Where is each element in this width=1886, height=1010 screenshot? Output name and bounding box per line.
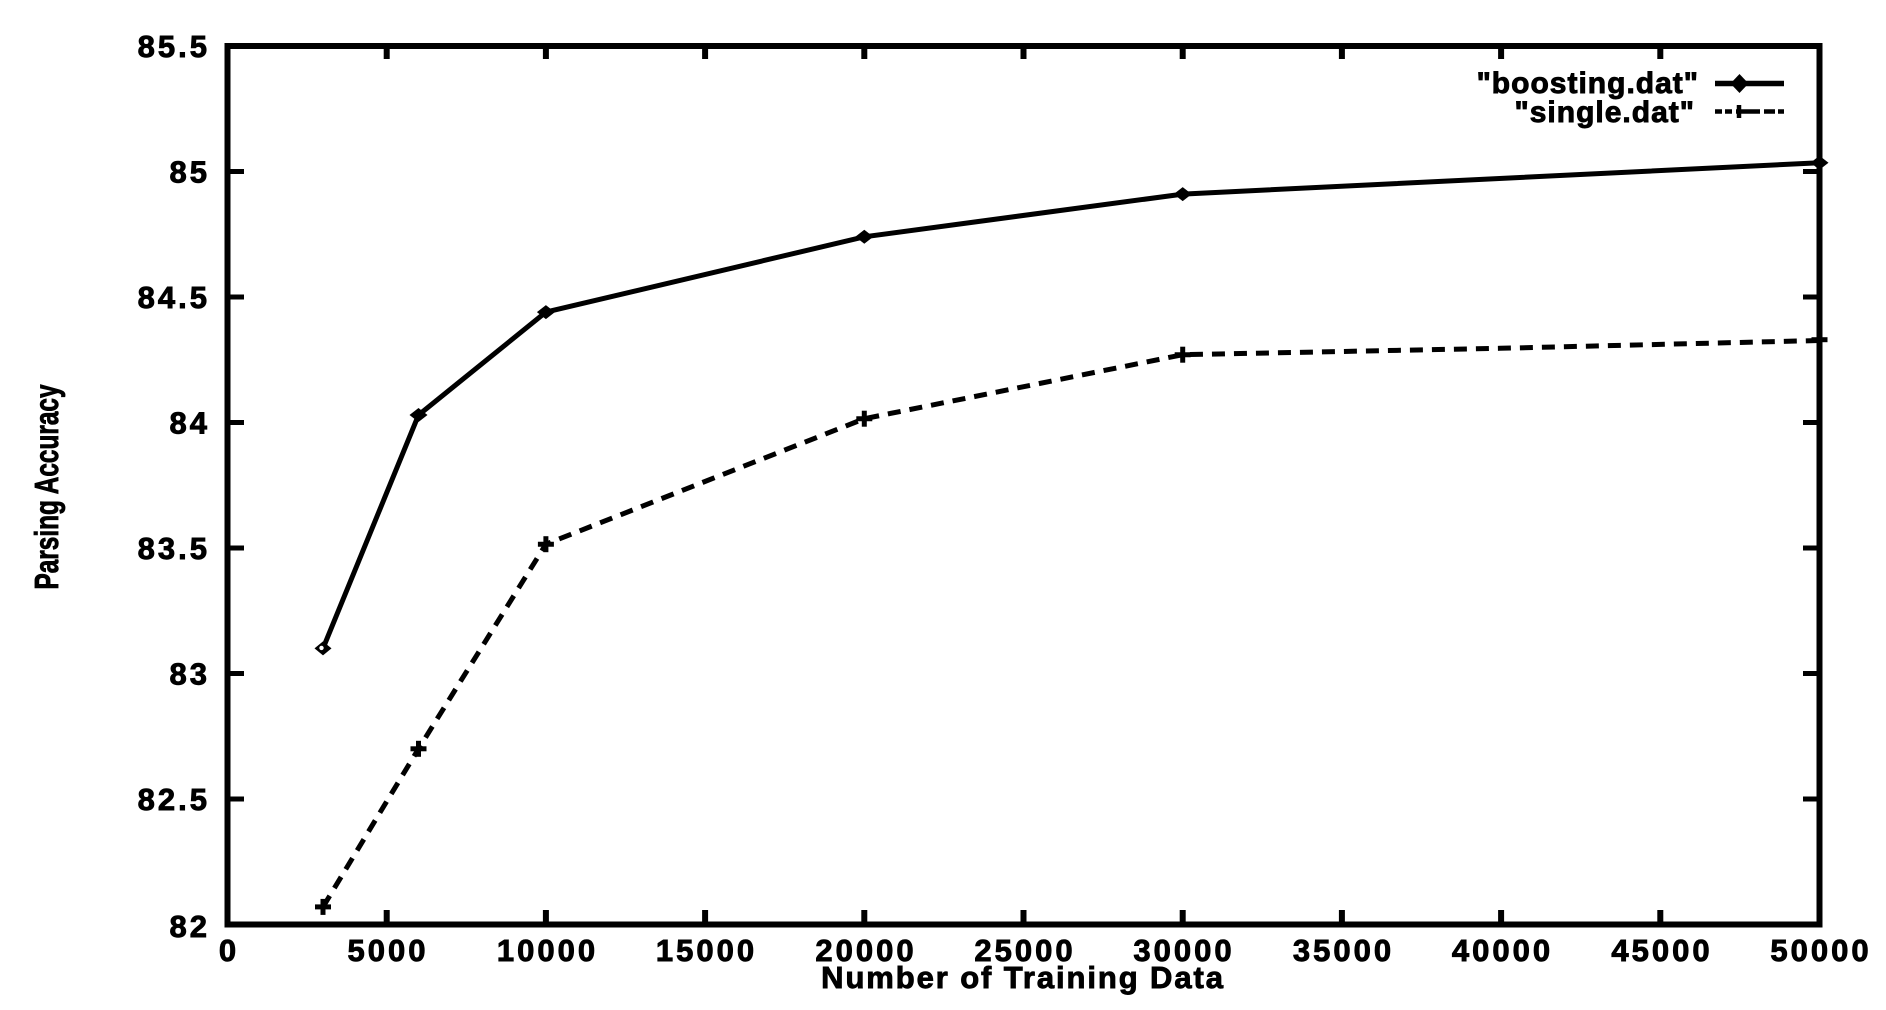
svg-text:82: 82: [170, 909, 210, 944]
svg-text:30000: 30000: [1133, 933, 1234, 968]
svg-text:"single.dat": "single.dat": [1515, 96, 1695, 129]
svg-text:20000: 20000: [815, 933, 916, 968]
svg-text:25000: 25000: [974, 933, 1075, 968]
svg-text:15000: 15000: [656, 933, 757, 968]
svg-text:5000: 5000: [348, 933, 429, 968]
svg-text:40000: 40000: [1452, 933, 1553, 968]
svg-text:82.5: 82.5: [138, 782, 210, 817]
svg-text:85.5: 85.5: [138, 29, 210, 64]
svg-text:85: 85: [170, 155, 210, 190]
svg-text:"boosting.dat": "boosting.dat": [1477, 67, 1699, 100]
svg-text:45000: 45000: [1611, 933, 1712, 968]
svg-text:84: 84: [170, 406, 210, 441]
svg-text:Parsing Accuracy: Parsing Accuracy: [28, 384, 65, 589]
svg-text:10000: 10000: [497, 933, 598, 968]
svg-text:83: 83: [170, 657, 210, 692]
svg-text:83.5: 83.5: [138, 531, 210, 566]
svg-text:84.5: 84.5: [138, 280, 210, 315]
svg-text:Number of Training Data: Number of Training Data: [821, 960, 1225, 995]
svg-text:50000: 50000: [1770, 933, 1871, 968]
svg-text:0: 0: [219, 933, 239, 968]
svg-text:35000: 35000: [1293, 933, 1394, 968]
